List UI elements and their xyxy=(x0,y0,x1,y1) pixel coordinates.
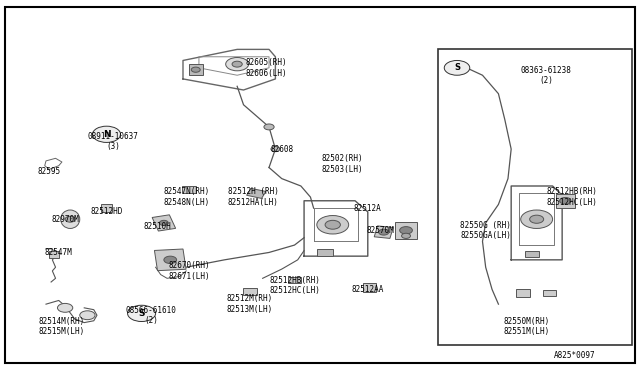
Circle shape xyxy=(164,256,177,263)
Text: 82512M(RH)
82513M(LH): 82512M(RH) 82513M(LH) xyxy=(227,295,273,314)
Text: 82670(RH)
82671(LH): 82670(RH) 82671(LH) xyxy=(168,261,210,280)
Bar xyxy=(100,204,112,212)
Text: 82970M: 82970M xyxy=(51,215,79,224)
Text: 08363-61238
(2): 08363-61238 (2) xyxy=(521,65,572,85)
Text: 82605(RH)
82606(LH): 82605(RH) 82606(LH) xyxy=(245,58,287,77)
Text: 82510H: 82510H xyxy=(143,222,172,231)
Text: N: N xyxy=(102,130,110,139)
Circle shape xyxy=(191,67,200,72)
Circle shape xyxy=(232,61,243,67)
Circle shape xyxy=(58,304,73,312)
Circle shape xyxy=(521,210,552,228)
Circle shape xyxy=(444,61,470,75)
Circle shape xyxy=(93,126,120,142)
Circle shape xyxy=(379,229,389,235)
Circle shape xyxy=(271,147,280,152)
Circle shape xyxy=(80,311,95,320)
Text: 82550M(RH)
82551M(LH): 82550M(RH) 82551M(LH) xyxy=(504,317,550,336)
Text: S: S xyxy=(138,309,145,318)
Ellipse shape xyxy=(61,210,80,228)
Bar xyxy=(49,251,59,258)
Circle shape xyxy=(127,305,156,321)
Bar xyxy=(243,288,257,295)
Text: 82608: 82608 xyxy=(270,145,293,154)
Text: 08911-10637
(3): 08911-10637 (3) xyxy=(88,132,138,151)
Bar xyxy=(556,194,575,208)
Bar xyxy=(246,188,266,198)
Circle shape xyxy=(325,220,340,229)
Circle shape xyxy=(399,227,412,234)
Text: 82595: 82595 xyxy=(38,167,61,176)
Bar xyxy=(516,289,530,297)
Text: S: S xyxy=(454,63,460,72)
Circle shape xyxy=(559,198,571,204)
Bar xyxy=(288,277,301,283)
Text: 82547N(RH)
82548N(LH): 82547N(RH) 82548N(LH) xyxy=(163,187,209,207)
Bar xyxy=(189,64,203,75)
Circle shape xyxy=(264,124,274,130)
Text: 82512H (RH)
82512HA(LH): 82512H (RH) 82512HA(LH) xyxy=(228,187,278,207)
Bar xyxy=(317,249,333,256)
Bar xyxy=(364,283,376,292)
Text: 82512HB(RH)
82512HC(LH): 82512HB(RH) 82512HC(LH) xyxy=(269,276,320,295)
Circle shape xyxy=(159,220,168,225)
Text: A825*0097: A825*0097 xyxy=(554,351,596,360)
Circle shape xyxy=(401,233,410,238)
Circle shape xyxy=(530,215,543,223)
Text: 82512A: 82512A xyxy=(354,203,381,213)
Bar xyxy=(154,249,186,271)
Bar xyxy=(182,186,196,193)
Text: 82512HB(RH)
82512HC(LH): 82512HB(RH) 82512HC(LH) xyxy=(547,187,597,207)
Text: 82512AA: 82512AA xyxy=(351,285,384,294)
Bar xyxy=(374,226,393,238)
Bar xyxy=(525,251,539,257)
Text: 82512HD: 82512HD xyxy=(90,207,123,217)
Text: 82547M: 82547M xyxy=(45,248,72,257)
Text: 82570M: 82570M xyxy=(367,226,394,235)
FancyBboxPatch shape xyxy=(438,49,632,345)
Text: 82514M(RH)
82515M(LH): 82514M(RH) 82515M(LH) xyxy=(39,317,85,336)
Bar xyxy=(395,222,417,238)
Bar xyxy=(152,215,175,231)
Circle shape xyxy=(65,216,76,222)
Text: 82550G (RH)
82550GA(LH): 82550G (RH) 82550GA(LH) xyxy=(460,221,511,240)
Circle shape xyxy=(317,215,349,234)
Bar xyxy=(543,290,556,296)
Text: 82502(RH)
82503(LH): 82502(RH) 82503(LH) xyxy=(321,154,363,174)
Text: 08566-61610
(2): 08566-61610 (2) xyxy=(125,305,177,325)
Circle shape xyxy=(226,58,248,71)
